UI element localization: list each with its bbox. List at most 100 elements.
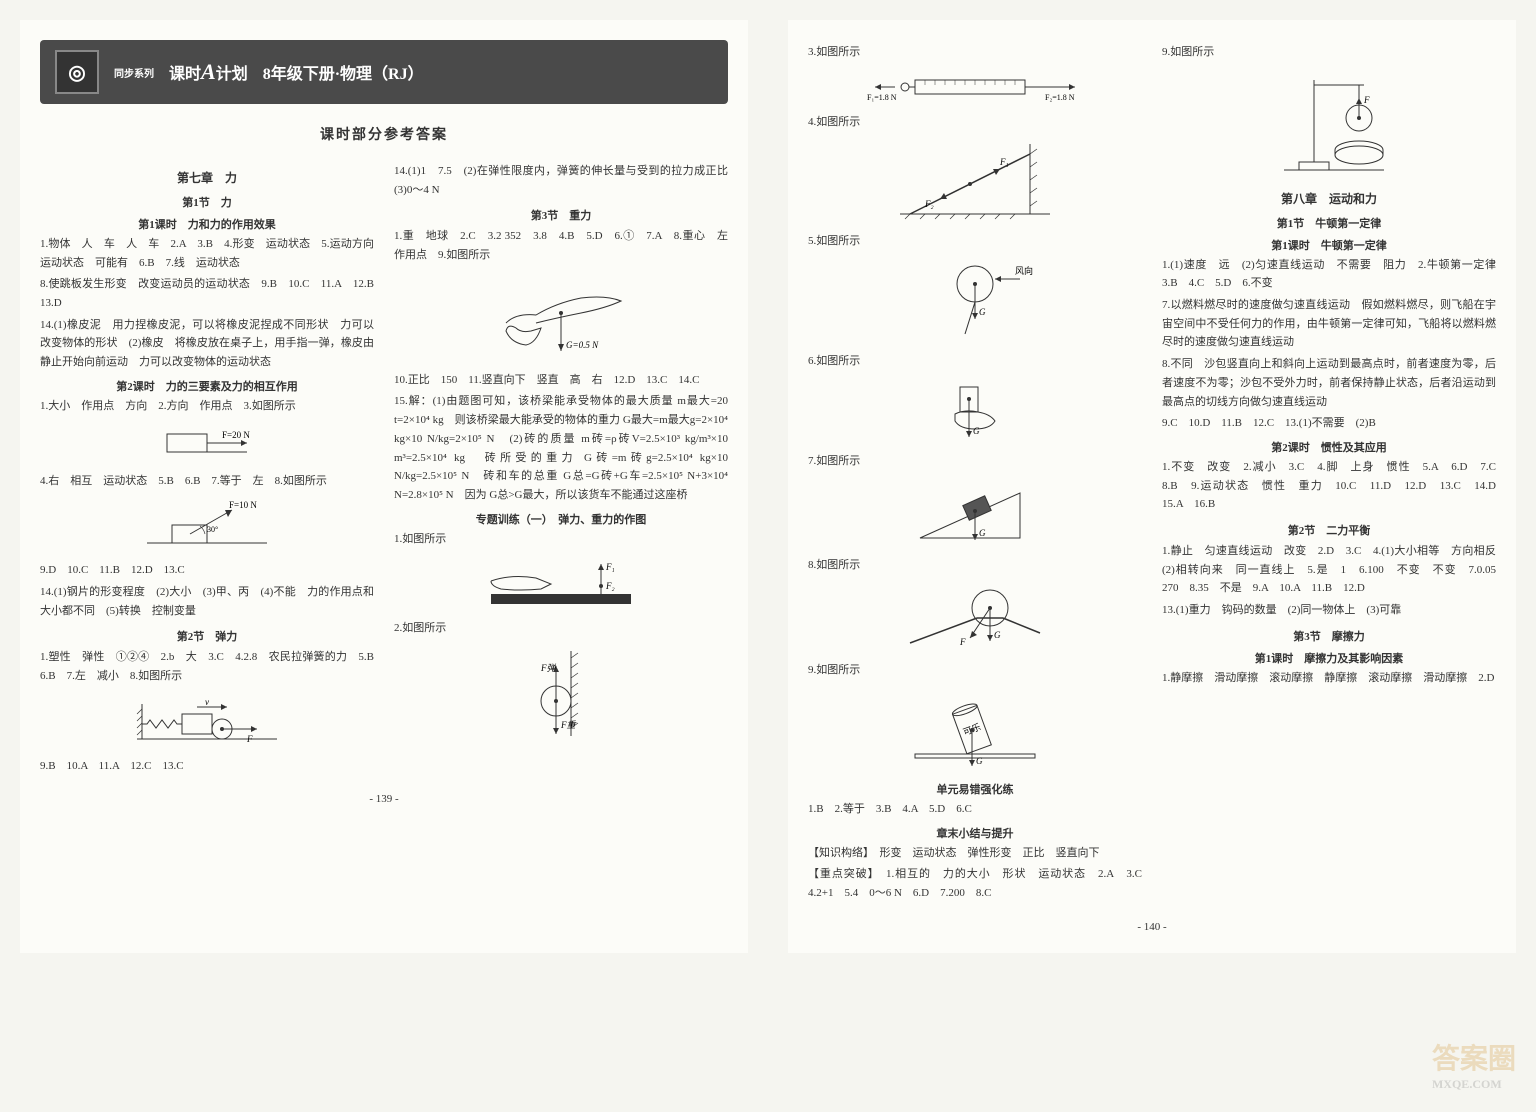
answer-text: 7.如图所示 — [808, 452, 1142, 471]
header-book: 8年级下册·物理（RJ） — [263, 60, 424, 84]
answer-text: 8.不同 沙包竖直向上和斜向上运动到最高点时，前者速度为零，后者速度不为零；沙包… — [1162, 355, 1496, 411]
figure-hand-push: F₁ F₂ — [394, 556, 728, 611]
sec2-title: 第2节 弹力 — [40, 628, 374, 644]
answer-text: 1.重 地球 2.C 3.2 352 3.8 4.B 5.D 6.① 7.A 8… — [394, 227, 728, 264]
sub2-title: 第2课时 惯性及其应用 — [1162, 439, 1496, 455]
left-col-2: 14.(1)1 7.5 (2)在弹性限度内，弹簧的伸长量与受到的拉力成正比 (3… — [394, 159, 728, 778]
right-col-2: 9.如图所示 F — [1162, 40, 1496, 906]
figure-force-block: F=20 N — [40, 424, 374, 464]
left-columns: 第七章 力 第1节 力 第1课时 力和力的作用效果 1.物体 人 车 人 车 2… — [40, 159, 728, 778]
svg-text:F₂=1.8 N: F₂=1.8 N — [1045, 93, 1075, 102]
special-title: 专题训练（一） 弹力、重力的作图 — [394, 511, 728, 527]
answer-text: 7.以燃料燃尽时的速度做匀速直线运动 假如燃料燃尽，则飞船在宇宙空间中不受任何力… — [1162, 296, 1496, 352]
watermark-main: 答案圈 — [1432, 1044, 1516, 1075]
answer-text: 14.(1)钢片的形变程度 (2)大小 (3)甲、丙 (4)不能 力的作用点和大… — [40, 583, 374, 620]
page-spread: ◎ 同步系列 课时A计划 8年级下册·物理（RJ） 课时部分参考答案 第七章 力… — [20, 20, 1516, 953]
svg-text:F₁: F₁ — [605, 562, 615, 572]
answer-text: 1.静摩擦 滑动摩擦 滚动摩擦 静摩擦 滚动摩擦 滑动摩擦 2.D — [1162, 669, 1496, 688]
figure-balloon: 风向 G — [808, 259, 1142, 344]
svg-text:v: v — [205, 697, 209, 707]
sec3-title: 第3节 重力 — [394, 207, 728, 223]
answer-text: 8.使跳板发生形变 改变运动员的运动状态 9.B 10.C 11.A 12.B … — [40, 275, 374, 312]
sec1-title: 第1节 力 — [40, 194, 374, 210]
main-title: 课时部分参考答案 — [40, 124, 728, 144]
svg-text:F: F — [246, 734, 253, 744]
answer-text: 14.(1)橡皮泥 用力捏橡皮泥，可以将橡皮泥捏成不同形状 力可以改变物体的形状… — [40, 316, 374, 372]
svg-text:30°: 30° — [207, 525, 218, 534]
answer-text: 14.(1)1 7.5 (2)在弹性限度内，弹簧的伸长量与受到的拉力成正比 (3… — [394, 162, 728, 199]
svg-text:F₂: F₂ — [924, 199, 934, 209]
answer-text: 2.如图所示 — [394, 619, 728, 638]
figure-spring-scale: F₁=1.8 N F₂=1.8 N — [808, 70, 1142, 105]
answer-text: 1.不变 改变 2.减小 3.C 4.脚 上身 惯性 5.A 6.D 7.C 8… — [1162, 458, 1496, 514]
answer-text: 13.(1)重力 钩码的数量 (2)同一物体上 (3)可靠 — [1162, 601, 1496, 620]
svg-text:F重: F重 — [560, 720, 576, 730]
answer-text: 5.如图所示 — [808, 232, 1142, 251]
answer-text: 9.如图所示 — [1162, 43, 1496, 62]
svg-text:G: G — [994, 630, 1001, 640]
svg-text:风向: 风向 — [1015, 265, 1033, 276]
answer-text: 1.静止 匀速直线运动 改变 2.D 3.C 4.(1)大小相等 方向相反 (2… — [1162, 542, 1496, 598]
header-series: 同步系列 — [114, 65, 154, 80]
right-page: 3.如图所示 F₁=1.8 N F₂=1.8 N 4.如图所示 — [788, 20, 1516, 953]
sub2-title: 第2课时 力的三要素及力的相互作用 — [40, 378, 374, 394]
figure-ball-wall: F弹 F重 — [394, 646, 728, 741]
page-number-left: - 139 - — [40, 793, 728, 805]
chap7-title: 第七章 力 — [40, 169, 374, 186]
header-plan: 课时A计划 — [169, 59, 248, 85]
sub1-title: 第1课时 力和力的作用效果 — [40, 216, 374, 232]
left-col-1: 第七章 力 第1节 力 第1课时 力和力的作用效果 1.物体 人 车 人 车 2… — [40, 159, 374, 778]
unit-err-title: 单元易错强化练 — [808, 781, 1142, 797]
sec2-title: 第2节 二力平衡 — [1162, 522, 1496, 538]
answer-text: 1.(1)速度 远 (2)匀速直线运动 不需要 阻力 2.牛顿第一定律 3.B … — [1162, 256, 1496, 293]
answer-text: 1.大小 作用点 方向 2.方向 作用点 3.如图所示 — [40, 397, 374, 416]
svg-text:F₁: F₁ — [999, 157, 1009, 167]
figure-roller: F G — [808, 583, 1142, 653]
figure-hand-feather: G=0.5 N — [394, 273, 728, 363]
sec1-title: 第1节 牛顿第一定律 — [1162, 215, 1496, 231]
svg-text:F₂: F₂ — [605, 581, 615, 591]
sec3-title: 第3节 摩擦力 — [1162, 628, 1496, 644]
svg-text:G=0.5 N: G=0.5 N — [566, 340, 599, 350]
answer-text: 3.如图所示 — [808, 43, 1142, 62]
answer-text: 9.如图所示 — [808, 661, 1142, 680]
answer-text: 15.解：(1)由题图可知，该桥梁能承受物体的最大质量 m最大=20 t=2×1… — [394, 392, 728, 504]
left-page: ◎ 同步系列 课时A计划 8年级下册·物理（RJ） 课时部分参考答案 第七章 力… — [20, 20, 748, 953]
answer-text: 1.塑性 弹性 ①②④ 2.b 大 3.C 4.2.8 农民拉弹簧的力 5.B … — [40, 648, 374, 685]
figure-inclined-force: F=10 N 30° — [40, 498, 374, 553]
answer-text: 1.物体 人 车 人 车 2.A 3.B 4.形变 运动状态 5.运动方向 运动… — [40, 235, 374, 272]
header-bar: ◎ 同步系列 课时A计划 8年级下册·物理（RJ） — [40, 40, 728, 104]
svg-text:F₁=1.8 N: F₁=1.8 N — [867, 93, 897, 102]
page-number-right: - 140 - — [808, 921, 1496, 933]
answer-text: 6.如图所示 — [808, 352, 1142, 371]
svg-text:G: G — [979, 307, 986, 317]
svg-text:F弹: F弹 — [540, 663, 556, 673]
answer-text: 1.如图所示 — [394, 530, 728, 549]
figure-cola-can: 可乐 G — [808, 688, 1142, 773]
sub1-title: 第1课时 牛顿第一定律 — [1162, 237, 1496, 253]
answer-text: 1.B 2.等于 3.B 4.A 5.D 6.C — [808, 800, 1142, 819]
svg-text:G: G — [973, 426, 980, 436]
answer-text: 4.右 相互 运动状态 5.B 6.B 7.等于 左 8.如图所示 — [40, 472, 374, 491]
watermark: 答案圈 MXQE.COM — [1432, 1037, 1516, 1092]
chap8-title: 第八章 运动和力 — [1162, 190, 1496, 207]
answer-text: 【知识构络】 形变 运动状态 弹性形变 正比 竖直向下 — [808, 844, 1142, 863]
figure-incline-wall: F₁ F₂ — [808, 139, 1142, 224]
svg-text:F=10 N: F=10 N — [229, 500, 257, 510]
answer-text: 4.如图所示 — [808, 113, 1142, 132]
figure-stand-ball: F — [1162, 70, 1496, 180]
svg-text:G: G — [979, 528, 986, 538]
answer-text: 9.C 10.D 11.B 12.C 13.(1)不需要 (2)B — [1162, 414, 1496, 433]
svg-text:F=20 N: F=20 N — [222, 430, 250, 440]
answer-text: 9.B 10.A 11.A 12.C 13.C — [40, 757, 374, 776]
svg-text:F: F — [1363, 95, 1370, 105]
figure-incline-block: G — [808, 478, 1142, 548]
figure-spring-cart: F v — [40, 694, 374, 749]
answer-text: 【重点突破】 1.相互的 力的大小 形状 运动状态 2.A 3.C 4.2+1 … — [808, 865, 1142, 902]
sub3-title: 第1课时 摩擦力及其影响因素 — [1162, 650, 1496, 666]
logo-icon: ◎ — [55, 50, 99, 94]
figure-hand-object: G — [808, 379, 1142, 444]
chap-summary-title: 章末小结与提升 — [808, 825, 1142, 841]
watermark-sub: MXQE.COM — [1432, 1077, 1516, 1092]
right-col-1: 3.如图所示 F₁=1.8 N F₂=1.8 N 4.如图所示 — [808, 40, 1142, 906]
